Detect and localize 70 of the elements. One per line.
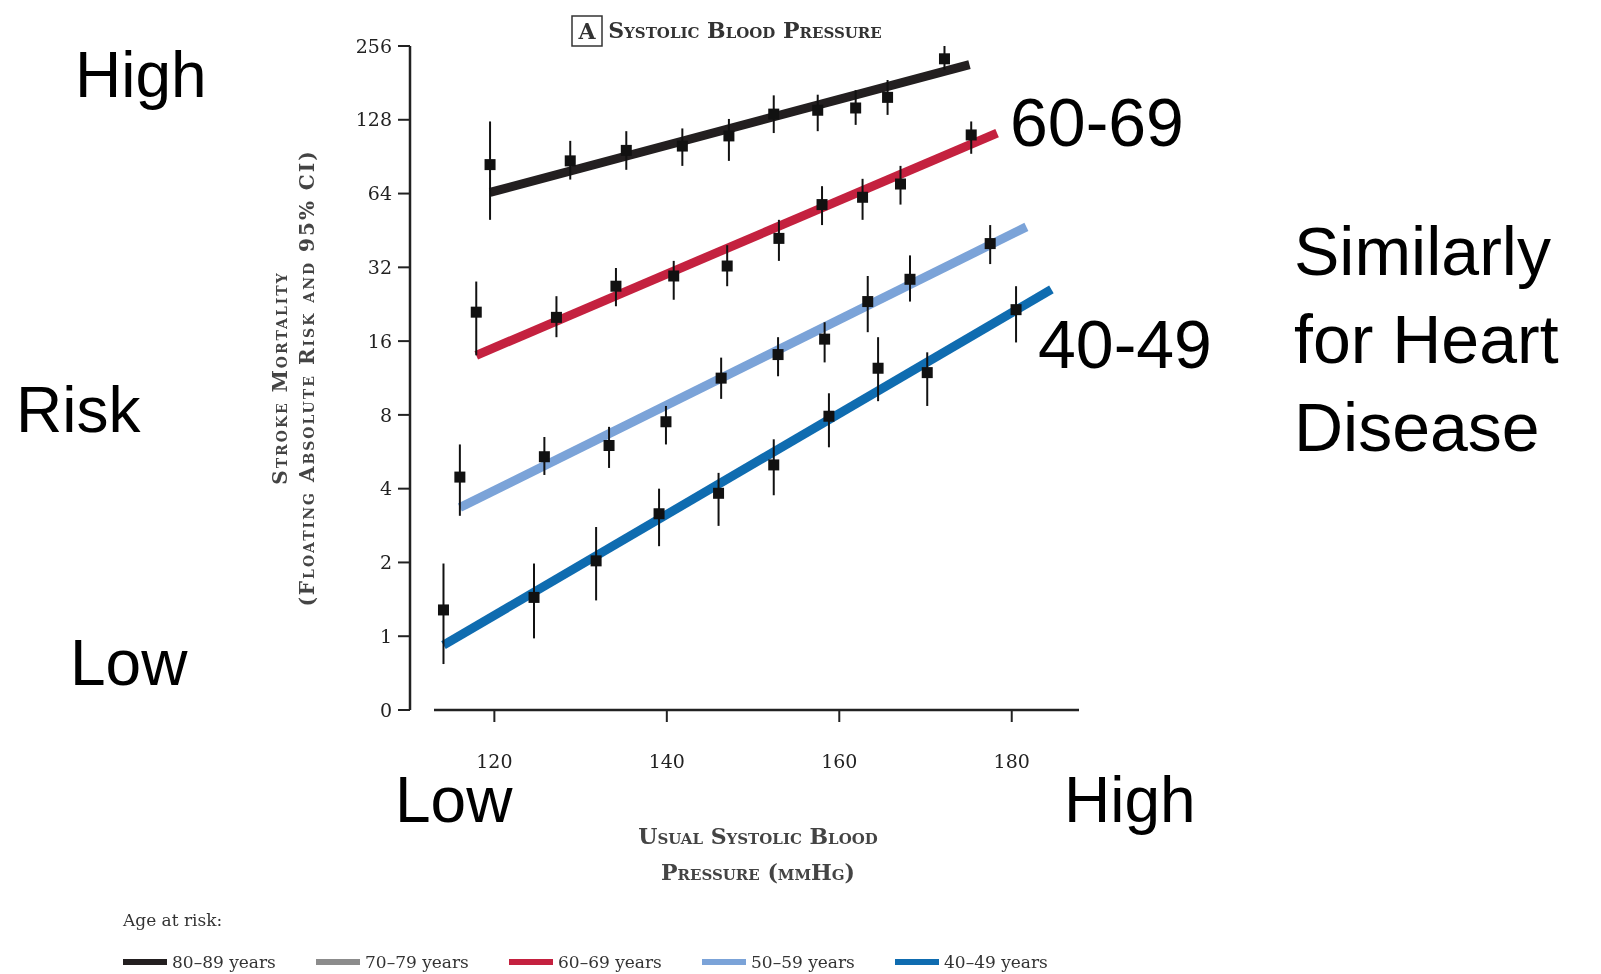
point	[1010, 304, 1022, 316]
y-tick-label: 8	[379, 403, 392, 426]
point	[550, 311, 562, 323]
point	[668, 270, 680, 282]
y-axis-title: Stroke Mortality (Floating Absolute Risk and 95% CI)	[268, 149, 319, 607]
text: Risk	[16, 374, 142, 446]
point	[772, 349, 784, 361]
point	[895, 178, 906, 190]
y-tick-label: 256	[355, 34, 392, 57]
point	[653, 508, 665, 520]
x-tick-label: 160	[821, 750, 858, 772]
point	[620, 144, 632, 156]
chart-title: Systolic Blood Pressure	[608, 17, 882, 43]
point	[965, 129, 977, 141]
y-tick-label: 0	[379, 698, 392, 721]
point	[819, 333, 831, 345]
point	[610, 280, 622, 292]
point	[816, 199, 828, 211]
y-tick-label: 4	[379, 477, 392, 500]
point	[713, 487, 725, 499]
point	[850, 102, 862, 114]
point	[721, 260, 733, 272]
point	[470, 306, 482, 318]
point	[454, 471, 466, 483]
text: High	[1064, 764, 1196, 836]
point	[773, 232, 785, 244]
text: A	[577, 18, 597, 44]
annotation: 60-69	[1010, 84, 1184, 160]
y-tick-label: 128	[355, 108, 392, 131]
y-tick-label: 1	[379, 624, 392, 647]
point	[768, 108, 780, 120]
x-tick-label: 180	[993, 750, 1030, 772]
point	[882, 91, 894, 103]
point	[984, 238, 996, 250]
legend-label: 40–49 years	[944, 952, 1048, 972]
point	[904, 273, 916, 285]
point	[872, 362, 884, 374]
x-axis-title: Usual Systolic Blood Pressure (mmHg)	[638, 823, 878, 885]
point	[823, 410, 835, 422]
point	[538, 451, 550, 463]
text: Similarly for Heart Disease	[1294, 213, 1559, 465]
legend-title: Age at risk:	[122, 910, 223, 930]
point	[723, 130, 735, 142]
point	[590, 555, 602, 567]
point	[862, 296, 874, 308]
legend-label: 60–69 years	[558, 952, 662, 972]
y-tick-label: 64	[367, 182, 392, 205]
point	[603, 440, 615, 452]
legend-label: 50–59 years	[751, 952, 855, 972]
text: Low	[70, 627, 189, 699]
point	[857, 191, 869, 203]
point	[437, 604, 449, 616]
legend-label: 70–79 years	[365, 952, 469, 972]
x-tick-label: 140	[648, 750, 685, 772]
legend-label: 80–89 years	[172, 952, 276, 972]
point	[921, 367, 933, 379]
point	[812, 104, 824, 116]
point	[660, 416, 672, 428]
point	[768, 459, 780, 471]
point	[484, 159, 496, 171]
point	[715, 372, 727, 384]
point	[528, 591, 540, 603]
y-tick-label: 16	[367, 329, 392, 352]
y-tick-label: 32	[367, 255, 392, 278]
point	[564, 155, 576, 167]
point	[676, 140, 688, 152]
text: High	[75, 39, 207, 111]
annotation: 40-49	[1038, 306, 1212, 382]
y-tick-label: 2	[379, 551, 392, 574]
point	[938, 53, 950, 65]
